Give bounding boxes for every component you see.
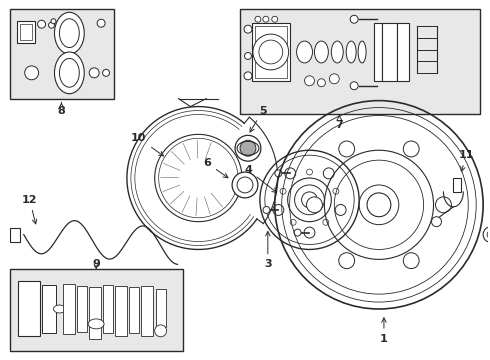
Circle shape xyxy=(49,22,54,28)
Ellipse shape xyxy=(296,41,313,63)
Ellipse shape xyxy=(54,52,84,94)
Circle shape xyxy=(307,169,313,175)
Circle shape xyxy=(263,207,270,213)
Circle shape xyxy=(235,135,261,161)
Circle shape xyxy=(155,325,167,337)
Circle shape xyxy=(318,79,325,87)
Circle shape xyxy=(240,140,256,156)
Bar xyxy=(129,287,139,333)
Text: 2: 2 xyxy=(0,359,1,360)
Circle shape xyxy=(255,16,261,22)
Text: 9: 9 xyxy=(92,260,100,269)
Bar xyxy=(10,9,114,99)
Ellipse shape xyxy=(346,41,356,63)
Circle shape xyxy=(335,204,346,215)
Circle shape xyxy=(403,253,419,269)
Text: 8: 8 xyxy=(57,105,65,116)
Bar xyxy=(103,285,113,333)
Circle shape xyxy=(483,227,490,243)
Text: 11: 11 xyxy=(459,150,474,171)
Text: 4: 4 xyxy=(244,165,277,193)
Circle shape xyxy=(38,20,46,28)
Bar xyxy=(89,287,101,339)
Bar xyxy=(255,26,287,78)
Circle shape xyxy=(259,40,283,64)
Circle shape xyxy=(285,168,295,179)
Ellipse shape xyxy=(331,41,343,63)
Circle shape xyxy=(272,16,278,22)
Circle shape xyxy=(350,82,358,90)
Circle shape xyxy=(304,227,315,238)
Ellipse shape xyxy=(358,41,366,63)
Circle shape xyxy=(294,229,301,236)
Circle shape xyxy=(253,34,289,70)
Ellipse shape xyxy=(88,319,104,329)
Circle shape xyxy=(273,204,284,215)
Circle shape xyxy=(367,193,391,217)
Circle shape xyxy=(323,219,329,225)
Bar xyxy=(156,289,166,327)
Circle shape xyxy=(307,197,322,213)
Text: 7: 7 xyxy=(335,115,343,130)
Bar xyxy=(382,23,397,81)
Circle shape xyxy=(280,188,286,194)
Circle shape xyxy=(263,16,269,22)
Circle shape xyxy=(290,219,296,225)
Bar xyxy=(18,281,40,336)
Bar xyxy=(115,286,127,336)
Ellipse shape xyxy=(59,58,79,87)
Circle shape xyxy=(24,66,39,80)
Circle shape xyxy=(323,168,334,179)
Bar xyxy=(240,9,480,113)
Circle shape xyxy=(244,72,252,80)
Circle shape xyxy=(329,74,339,84)
Circle shape xyxy=(244,25,252,33)
Bar xyxy=(17,21,35,43)
Circle shape xyxy=(305,76,315,86)
Text: 3: 3 xyxy=(264,231,271,269)
Circle shape xyxy=(403,141,419,157)
Bar xyxy=(453,178,461,192)
Text: 10: 10 xyxy=(131,133,164,156)
Bar xyxy=(10,228,20,242)
Circle shape xyxy=(237,177,253,193)
Ellipse shape xyxy=(53,305,65,313)
Circle shape xyxy=(333,188,339,194)
Text: 5: 5 xyxy=(250,105,267,132)
Circle shape xyxy=(97,19,105,27)
Circle shape xyxy=(432,217,441,227)
Bar xyxy=(374,23,382,81)
Circle shape xyxy=(436,197,451,213)
Circle shape xyxy=(51,19,56,24)
Bar xyxy=(77,286,87,332)
Circle shape xyxy=(487,231,490,239)
Bar xyxy=(42,285,56,333)
Circle shape xyxy=(350,15,358,23)
Circle shape xyxy=(339,253,355,269)
Circle shape xyxy=(232,172,258,198)
Circle shape xyxy=(301,192,318,208)
Circle shape xyxy=(89,68,99,78)
Ellipse shape xyxy=(54,12,84,54)
Bar xyxy=(397,23,409,81)
Circle shape xyxy=(339,141,355,157)
Bar xyxy=(252,23,290,81)
Text: 6: 6 xyxy=(203,158,228,178)
Text: 12: 12 xyxy=(22,195,37,224)
Bar xyxy=(10,269,183,351)
Circle shape xyxy=(245,53,251,59)
Circle shape xyxy=(102,69,110,76)
Bar xyxy=(63,284,75,334)
Circle shape xyxy=(275,170,282,177)
Ellipse shape xyxy=(315,41,328,63)
Ellipse shape xyxy=(59,19,79,48)
Bar xyxy=(141,286,153,336)
Text: 1: 1 xyxy=(380,318,388,344)
Bar xyxy=(20,24,32,40)
